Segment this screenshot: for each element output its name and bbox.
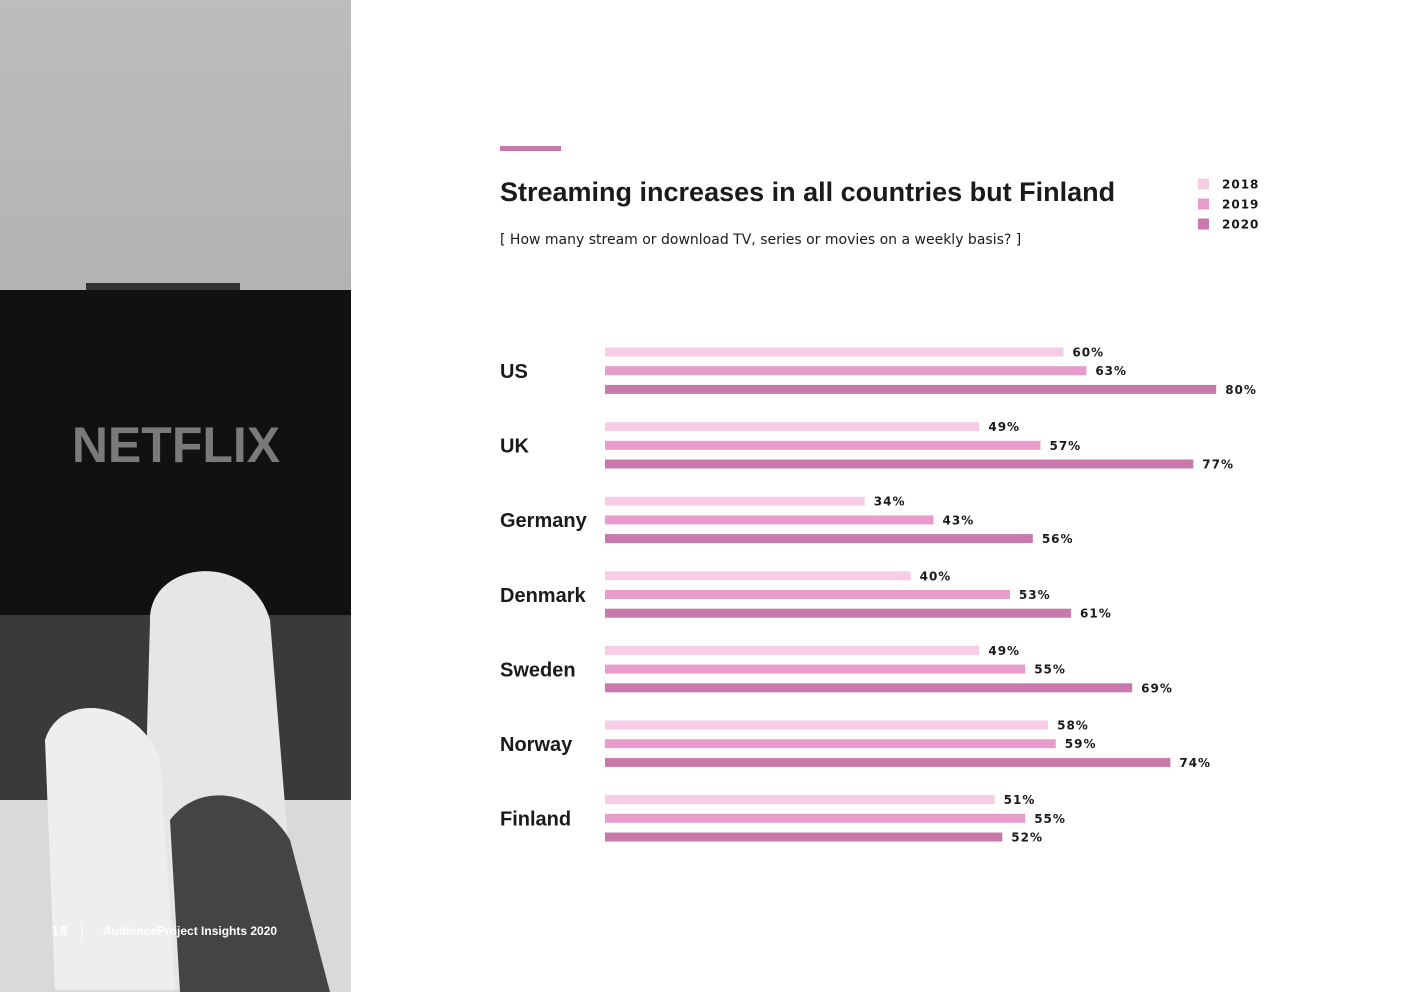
category-label: Sweden	[500, 659, 576, 681]
photo-text: NETFLIX	[72, 417, 280, 473]
value-label: 49%	[988, 644, 1020, 658]
bar	[605, 590, 1010, 599]
bar	[605, 683, 1133, 693]
accent-bar	[500, 146, 561, 151]
value-label: 49%	[988, 420, 1020, 434]
bar	[605, 496, 865, 506]
bar	[605, 757, 1171, 767]
bar	[605, 422, 980, 432]
legend-label: 2018	[1222, 178, 1259, 192]
value-label: 53%	[1019, 588, 1051, 602]
value-label: 52%	[1011, 831, 1043, 845]
bar	[605, 347, 1064, 357]
photo-foot	[45, 707, 175, 990]
photo-device	[86, 283, 240, 293]
photo: NETFLIX 18 AudienceProject Insights 2020	[0, 0, 351, 992]
category-label: Finland	[500, 809, 571, 831]
value-label: 74%	[1179, 756, 1211, 770]
value-label: 51%	[1004, 793, 1036, 807]
legend-swatch	[1198, 178, 1209, 190]
value-label: 56%	[1042, 532, 1074, 546]
legend-label: 2020	[1222, 218, 1259, 232]
legend-label: 2019	[1222, 198, 1259, 212]
photo-leg	[170, 795, 330, 992]
value-label: 69%	[1141, 681, 1173, 695]
bar	[605, 664, 1026, 674]
bar	[605, 739, 1056, 749]
value-label: 63%	[1095, 364, 1127, 378]
value-label: 55%	[1034, 812, 1066, 826]
category-label: US	[500, 361, 528, 383]
bar	[605, 608, 1072, 618]
bar	[605, 384, 1217, 394]
value-label: 60%	[1072, 346, 1104, 360]
bar	[605, 813, 1026, 823]
footer-text: AudienceProject Insights 2020	[103, 924, 277, 938]
bar	[605, 366, 1087, 376]
legend-swatch	[1198, 198, 1209, 210]
value-label: 40%	[920, 569, 952, 583]
value-label: 77%	[1202, 458, 1234, 472]
bar	[605, 534, 1033, 544]
bar	[605, 459, 1194, 469]
bar	[605, 795, 995, 805]
photo-tv	[0, 290, 351, 615]
bar	[605, 571, 911, 581]
value-label: 61%	[1080, 607, 1112, 621]
value-label: 80%	[1225, 383, 1257, 397]
bar	[605, 645, 980, 655]
category-label: Norway	[500, 734, 573, 756]
bar	[605, 720, 1049, 730]
value-label: 43%	[943, 513, 975, 527]
value-label: 57%	[1049, 439, 1081, 453]
category-label: UK	[500, 436, 529, 458]
chart-subtitle: [ How many stream or download TV, series…	[500, 232, 1021, 248]
value-label: 58%	[1057, 719, 1089, 733]
chart-title: Streaming increases in all countries but…	[500, 177, 1115, 207]
value-label: 34%	[874, 495, 906, 509]
bar	[605, 440, 1041, 450]
category-label: Germany	[500, 510, 588, 532]
legend-swatch	[1198, 218, 1209, 230]
value-label: 55%	[1034, 663, 1066, 677]
category-label: Denmark	[500, 585, 586, 607]
value-label: 59%	[1065, 737, 1097, 751]
bar	[605, 832, 1003, 842]
page-number: 18	[51, 925, 68, 939]
bar	[605, 515, 934, 525]
